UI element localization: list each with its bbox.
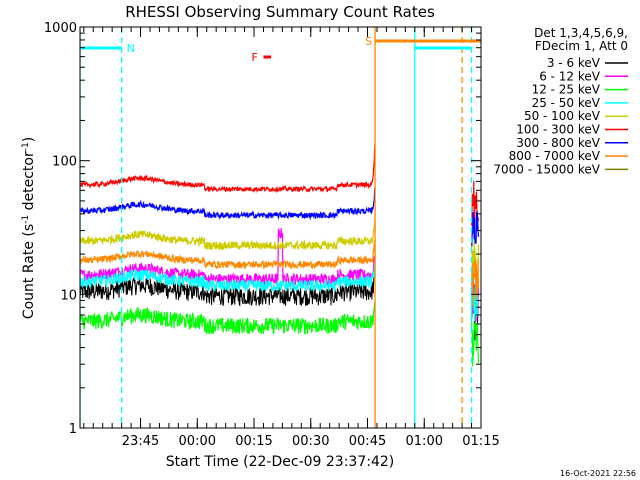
axis-layer: 1 10 100 1000 23:45 00:00 00:15 00:30 00:45 01:00… bbox=[44, 21, 500, 449]
legend-header-1: Det 1,3,4,5,6,9, bbox=[534, 26, 628, 40]
series-layer bbox=[80, 142, 479, 367]
y-label-part-1: Count Rate (s bbox=[21, 224, 37, 319]
x-tick-label: 01:15 bbox=[462, 434, 499, 449]
render-timestamp: 16-Oct-2021 22:56 bbox=[560, 469, 636, 478]
y-tick-label: 1000 bbox=[44, 21, 77, 36]
y-label-sup-1: -1 bbox=[21, 215, 31, 224]
y-label-part-2: detector bbox=[21, 151, 37, 215]
y-label-part-3: ) bbox=[21, 137, 37, 142]
x-tick-label: 00:45 bbox=[349, 434, 386, 449]
y-tick-label: 1 bbox=[69, 422, 77, 437]
series-line-1 bbox=[80, 262, 376, 307]
series-line-6 bbox=[80, 142, 376, 194]
x-tick-label: 01:00 bbox=[406, 434, 443, 449]
flag-label: F bbox=[251, 51, 257, 64]
y-tick-label: 100 bbox=[52, 155, 77, 170]
series-line-3 bbox=[80, 299, 376, 335]
series-line-7 bbox=[80, 186, 376, 221]
legend-label: 25 - 50 keV bbox=[532, 96, 601, 110]
x-tick-label: 00:00 bbox=[179, 434, 216, 449]
series-line-7 bbox=[470, 211, 479, 247]
legend-label: 300 - 800 keV bbox=[516, 136, 600, 150]
legend-label: 7000 - 15000 keV bbox=[493, 162, 600, 176]
series-line-8 bbox=[80, 239, 376, 271]
legend-label: 100 - 300 keV bbox=[516, 123, 600, 137]
series-line-8 bbox=[470, 259, 479, 307]
legend-label: 3 - 6 keV bbox=[547, 56, 601, 70]
flag-label: N bbox=[127, 42, 135, 55]
plot-area: N S F bbox=[80, 27, 481, 428]
x-tick-label: 00:30 bbox=[292, 434, 329, 449]
series-line-5 bbox=[80, 217, 376, 252]
legend-label: 800 - 7000 keV bbox=[509, 149, 601, 163]
y-label-sup-2: -1 bbox=[21, 142, 31, 151]
legend-label: 50 - 100 keV bbox=[524, 109, 601, 123]
x-tick-label: 23:45 bbox=[122, 434, 159, 449]
legend-label: 12 - 25 keV bbox=[532, 83, 601, 97]
legend-label: 6 - 12 keV bbox=[539, 69, 601, 83]
series-line-4 bbox=[80, 261, 376, 293]
legend: Det 1,3,4,5,6,9, FDecim 1, Att 0 3 - 6 k… bbox=[493, 26, 628, 176]
flag-label: S bbox=[365, 35, 372, 48]
x-axis-label: Start Time (22-Dec-09 23:37:42) bbox=[166, 454, 394, 470]
legend-header-2: FDecim 1, Att 0 bbox=[535, 39, 628, 53]
y-axis-label: Count Rate (s-1 detector-1) bbox=[21, 137, 37, 319]
plot-frame bbox=[79, 26, 482, 429]
chart-title: RHESSI Observing Summary Count Rates bbox=[125, 3, 435, 21]
vline-layer bbox=[80, 27, 473, 428]
x-tick-label: 00:15 bbox=[235, 434, 272, 449]
y-tick-label: 10 bbox=[60, 288, 77, 303]
flag-layer: N S F bbox=[80, 35, 481, 64]
